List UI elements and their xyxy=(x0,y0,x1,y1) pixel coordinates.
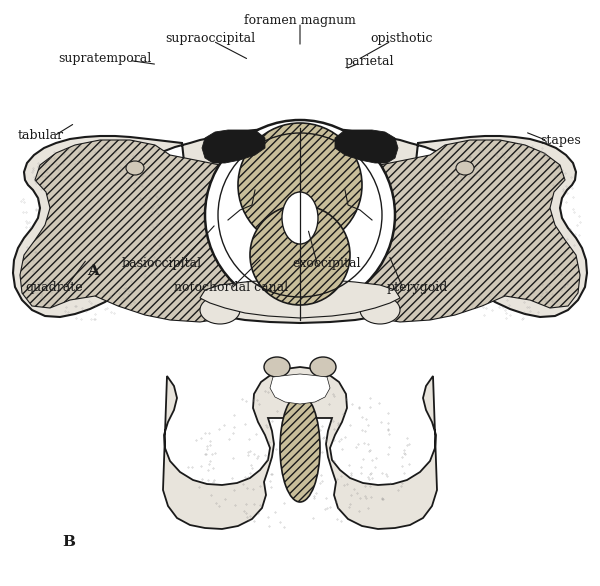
Text: pterygoid: pterygoid xyxy=(386,281,448,294)
Text: notochordal canal: notochordal canal xyxy=(174,281,288,294)
Ellipse shape xyxy=(200,296,240,324)
Ellipse shape xyxy=(456,161,474,175)
Text: foramen magnum: foramen magnum xyxy=(244,14,356,27)
Ellipse shape xyxy=(280,394,320,502)
Ellipse shape xyxy=(126,161,144,175)
Polygon shape xyxy=(340,140,580,322)
Text: B: B xyxy=(62,535,76,549)
Polygon shape xyxy=(200,279,400,318)
Circle shape xyxy=(250,205,350,305)
Polygon shape xyxy=(202,130,265,163)
Ellipse shape xyxy=(310,357,336,377)
Ellipse shape xyxy=(360,296,400,324)
Ellipse shape xyxy=(264,357,290,377)
Polygon shape xyxy=(13,128,587,323)
Polygon shape xyxy=(20,140,260,322)
Text: exoccipital: exoccipital xyxy=(293,257,361,270)
Text: basioccipital: basioccipital xyxy=(122,257,202,270)
Text: parietal: parietal xyxy=(344,55,394,68)
Polygon shape xyxy=(270,374,330,404)
Ellipse shape xyxy=(282,192,318,244)
Circle shape xyxy=(205,120,395,310)
Text: quadrate: quadrate xyxy=(25,281,83,294)
Polygon shape xyxy=(163,367,437,529)
Text: supraoccipital: supraoccipital xyxy=(165,32,255,45)
Text: A: A xyxy=(87,264,99,278)
Circle shape xyxy=(238,123,362,247)
Text: opisthotic: opisthotic xyxy=(371,32,433,45)
Text: stapes: stapes xyxy=(541,134,581,147)
Text: tabular: tabular xyxy=(18,130,64,142)
Polygon shape xyxy=(335,130,398,163)
Polygon shape xyxy=(18,30,582,345)
Text: supratemporal: supratemporal xyxy=(58,52,152,65)
